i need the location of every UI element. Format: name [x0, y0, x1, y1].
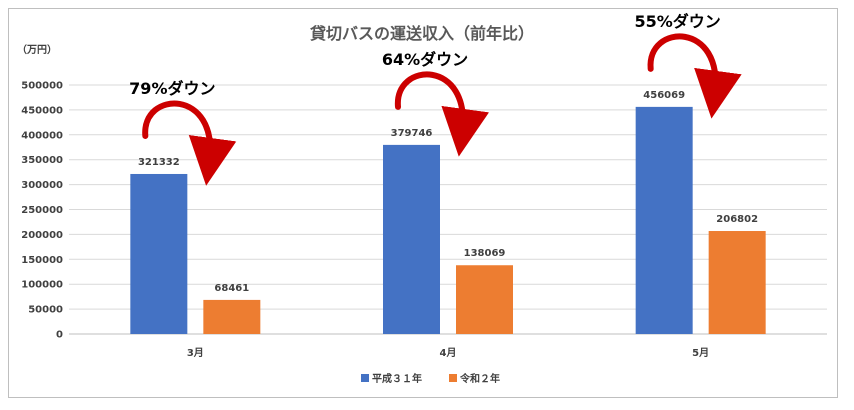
y-tick-label: 500000	[21, 81, 63, 92]
chart-title: 貸切バスの運送収入（前年比）	[309, 24, 534, 43]
x-category-label: 3月	[187, 347, 204, 359]
x-category-label: 5月	[692, 347, 709, 359]
bar-r2-1	[203, 299, 261, 334]
y-tick-label: 0	[56, 330, 63, 341]
y-axis-ticks: 0 50000 100000 150000 200000 250000 300000 3500…	[21, 81, 63, 341]
y-tick-label: 150000	[21, 255, 63, 266]
decrease-annotation: 79%ダウン	[129, 79, 215, 98]
x-category-label: 4月	[440, 347, 457, 359]
decrease-annotation: 55%ダウン	[635, 12, 721, 31]
bar-r2-2	[456, 265, 513, 334]
data-label: 206802	[716, 214, 758, 225]
data-label: 138069	[464, 248, 506, 259]
data-label: 68461	[214, 283, 249, 294]
chart-frame: 貸切バスの運送収入（前年比） （万円） 0 50000 100000 150000 20…	[8, 8, 838, 398]
legend: 平成３１年 令和２年	[361, 372, 500, 385]
data-label: 379746	[391, 128, 433, 139]
bar-h31-2	[383, 144, 440, 334]
y-tick-label: 100000	[21, 280, 63, 291]
y-axis-unit: （万円）	[17, 43, 57, 56]
y-tick-label: 300000	[21, 180, 63, 191]
legend-label: 平成３１年	[372, 372, 422, 385]
legend-swatch	[361, 374, 369, 382]
down-arrow-icon	[394, 71, 489, 157]
y-tick-label: 50000	[28, 305, 63, 316]
legend-swatch	[449, 374, 457, 382]
data-label: 321332	[138, 157, 180, 168]
y-tick-label: 400000	[21, 130, 63, 141]
down-arrow-icon	[142, 100, 237, 186]
data-label: 456069	[643, 90, 685, 101]
legend-label: 令和２年	[459, 372, 500, 385]
decrease-annotation: 64%ダウン	[382, 50, 468, 69]
bar-chart: 貸切バスの運送収入（前年比） （万円） 0 50000 100000 150000 20…	[17, 12, 827, 385]
bar-h31-1	[130, 173, 188, 334]
down-arrow-icon	[647, 33, 742, 119]
bar-r2-3	[708, 231, 766, 334]
bar-h31-3	[635, 106, 693, 334]
y-tick-label: 450000	[21, 105, 63, 116]
annotations: 79%ダウン 64%ダウン 55%ダウン	[129, 12, 742, 186]
data-labels: 321332 68461 379746 138069 456069 206802	[138, 90, 758, 294]
y-tick-label: 200000	[21, 230, 63, 241]
y-tick-label: 350000	[21, 155, 63, 166]
y-tick-label: 250000	[21, 205, 63, 216]
x-axis-labels: 3月 4月 5月	[187, 347, 709, 359]
bars	[130, 106, 766, 334]
